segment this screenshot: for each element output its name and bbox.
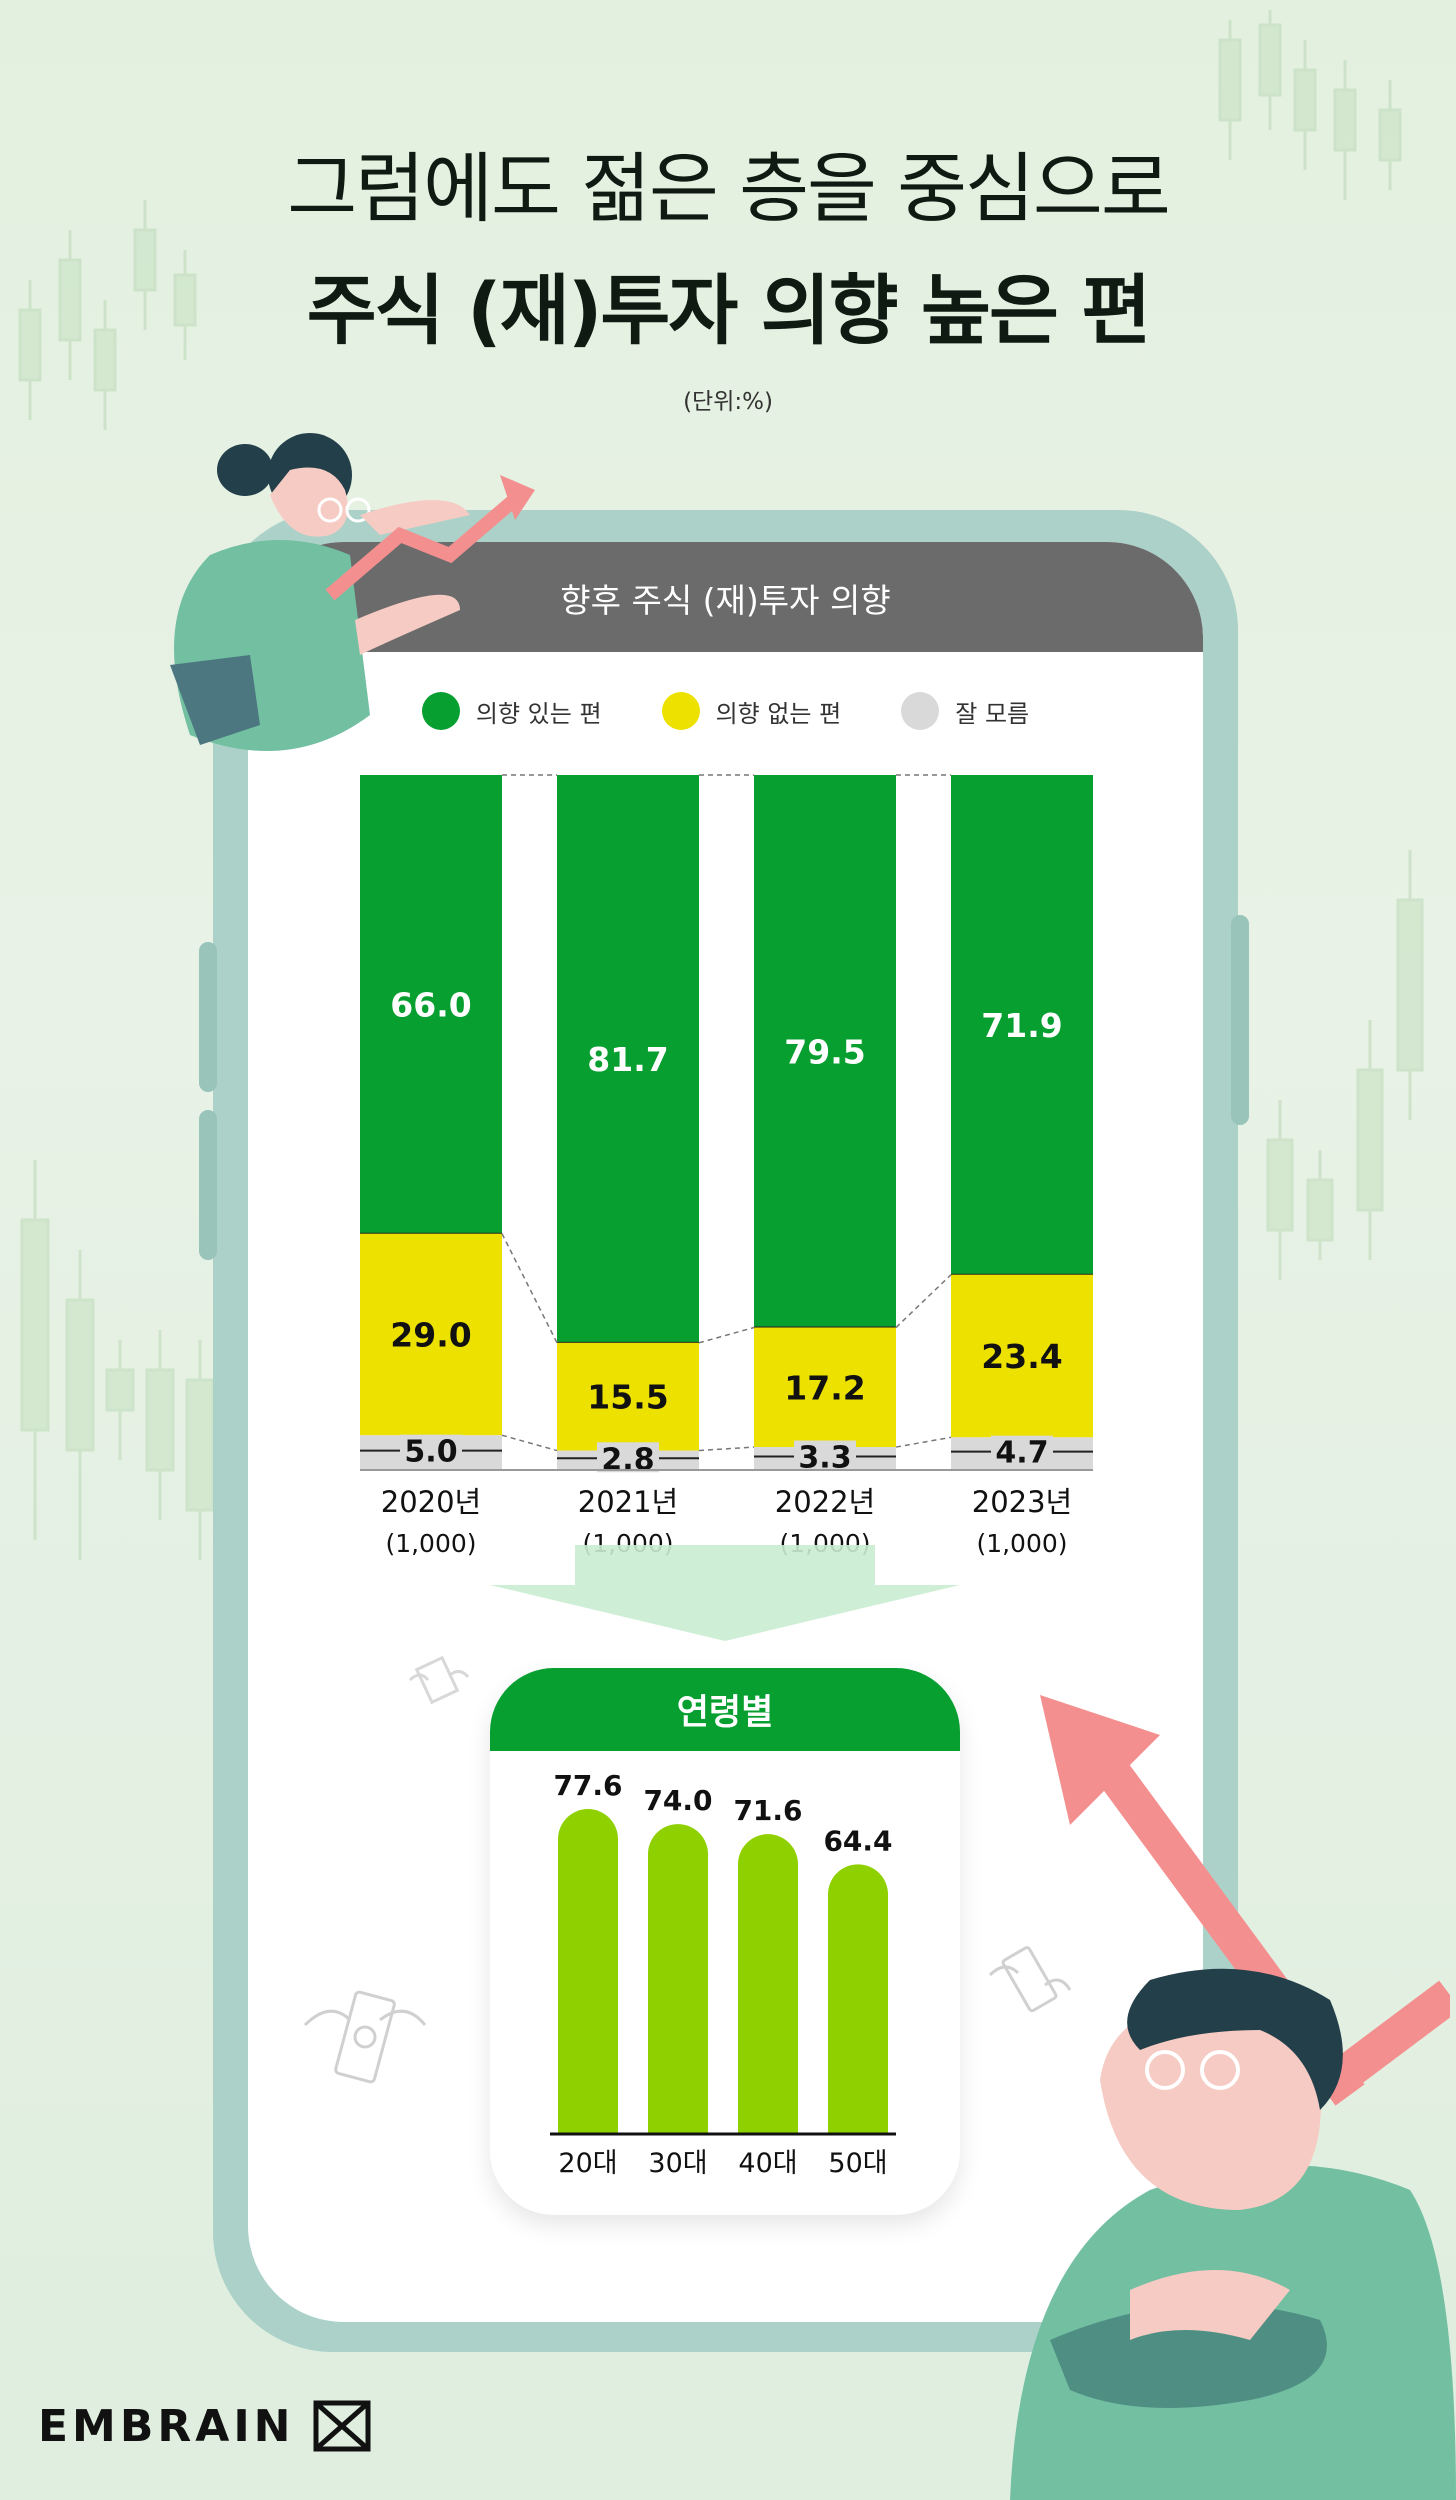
data-label: 17.2 — [784, 1368, 865, 1407]
age-value-label: 77.6 — [553, 1769, 622, 1802]
data-label: 15.5 — [587, 1378, 668, 1417]
headline-line-2: 주식 (재)투자 의향 높은 편 — [306, 266, 1152, 355]
down-arrow-icon — [490, 1545, 960, 1641]
bar-segment-2 — [754, 1327, 896, 1448]
data-label: 71.9 — [981, 1006, 1062, 1045]
bar-segment-1 — [951, 775, 1093, 1275]
headline: 그럼에도 젊은 층을 중심으로 주식 (재)투자 의향 높은 편 — [0, 128, 1456, 372]
bar-segment-2 — [360, 1233, 502, 1436]
data-label: 2.8 — [601, 1442, 654, 1477]
age-value-label: 71.6 — [733, 1794, 802, 1827]
age-chart-title: 연령별 — [490, 1668, 960, 1751]
bar-segment-2 — [557, 1342, 699, 1451]
logo-text: EMBRAIN — [38, 2400, 295, 2452]
data-label-bg — [597, 1442, 659, 1473]
embrain-logo-mark-icon — [313, 2400, 371, 2452]
age-category-label: 40대 — [738, 2148, 797, 2179]
legend-label: 잘 모름 — [955, 699, 1030, 728]
legend-swatch-yellow — [661, 692, 700, 730]
connector-line — [698, 1326, 755, 1344]
legend-label: 의향 있는 편 — [475, 699, 602, 728]
legend-swatch-green — [421, 692, 460, 730]
connector-line — [501, 1434, 558, 1452]
phone-side-button — [199, 1110, 217, 1260]
legend-item-no-intend: 의향 없는 편 — [661, 692, 842, 730]
headline-line-1: 그럼에도 젊은 층을 중심으로 — [287, 144, 1171, 233]
data-label: 66.0 — [390, 985, 471, 1024]
age-bar-chart: 77.6 20대 74.0 30대 71.6 40대 64.4 50대 — [550, 1769, 896, 2179]
x-tick-label: 2021년 — [578, 1485, 678, 1519]
age-category-label: 20대 — [558, 2148, 617, 2179]
data-label: 23.4 — [981, 1337, 1062, 1376]
age-value-label: 64.4 — [823, 1824, 892, 1857]
legend-swatch-gray — [901, 692, 940, 730]
woman-illustration — [170, 433, 535, 751]
phone-side-button — [199, 942, 217, 1092]
bar-segment-1 — [754, 775, 896, 1328]
money-icon — [303, 1990, 427, 2084]
legend-item-unknown: 잘 모름 — [901, 692, 1029, 730]
data-label-bg — [991, 1435, 1053, 1466]
age-value-label: 74.0 — [643, 1784, 712, 1817]
x-tick-label: 2022년 — [775, 1485, 875, 1519]
age-category-label: 30대 — [648, 2148, 707, 2179]
data-label: 4.7 — [995, 1436, 1048, 1471]
stacked-bar-chart: 66.0 29.0 5.0 2020년 (1,000) 81.7 15.5 2.8 2021년 (… — [360, 774, 1093, 1558]
age-bar — [648, 1824, 708, 2134]
x-tick-sublabel: (1,000) — [385, 1529, 476, 1558]
age-chart-card: 연령별 77.6 20대 74.0 30대 71.6 40대 64.4 50대 — [490, 1668, 960, 2215]
x-tick-label: 2023년 — [972, 1485, 1072, 1519]
data-label: 5.0 — [404, 1435, 457, 1470]
bar-segment-1 — [360, 775, 502, 1234]
data-label-bg — [794, 1440, 856, 1471]
data-label: 29.0 — [390, 1315, 471, 1354]
data-label: 79.5 — [784, 1032, 865, 1071]
unit-label: (단위:%) — [683, 389, 773, 415]
connector-line — [895, 1436, 952, 1448]
legend-item-intend: 의향 있는 편 — [421, 692, 602, 730]
embrain-logo: EMBRAIN — [38, 2400, 371, 2452]
data-label-bg — [400, 1434, 462, 1465]
man-illustration — [1010, 1968, 1456, 2500]
age-bar — [738, 1834, 798, 2134]
age-category-label: 50대 — [828, 2148, 887, 2179]
connector-line — [698, 1446, 755, 1452]
bar-segment-2 — [951, 1274, 1093, 1438]
connector-line — [501, 1233, 558, 1344]
age-bar — [558, 1809, 618, 2134]
connector-line — [895, 1274, 952, 1329]
legend-label: 의향 없는 편 — [715, 699, 842, 728]
x-tick-sublabel: (1,000) — [976, 1529, 1067, 1558]
x-tick-label: 2020년 — [381, 1485, 481, 1519]
data-label: 81.7 — [587, 1040, 668, 1079]
chart-title: 향후 주식 (재)투자 의향 — [248, 542, 1203, 652]
age-bar — [828, 1864, 888, 2134]
bar-segment-1 — [557, 775, 699, 1343]
money-icon — [408, 1655, 470, 1705]
money-icon — [988, 1946, 1072, 2013]
phone-side-button — [1231, 915, 1249, 1125]
chart-legend: 의향 있는 편 의향 없는 편 잘 모름 — [248, 692, 1203, 730]
